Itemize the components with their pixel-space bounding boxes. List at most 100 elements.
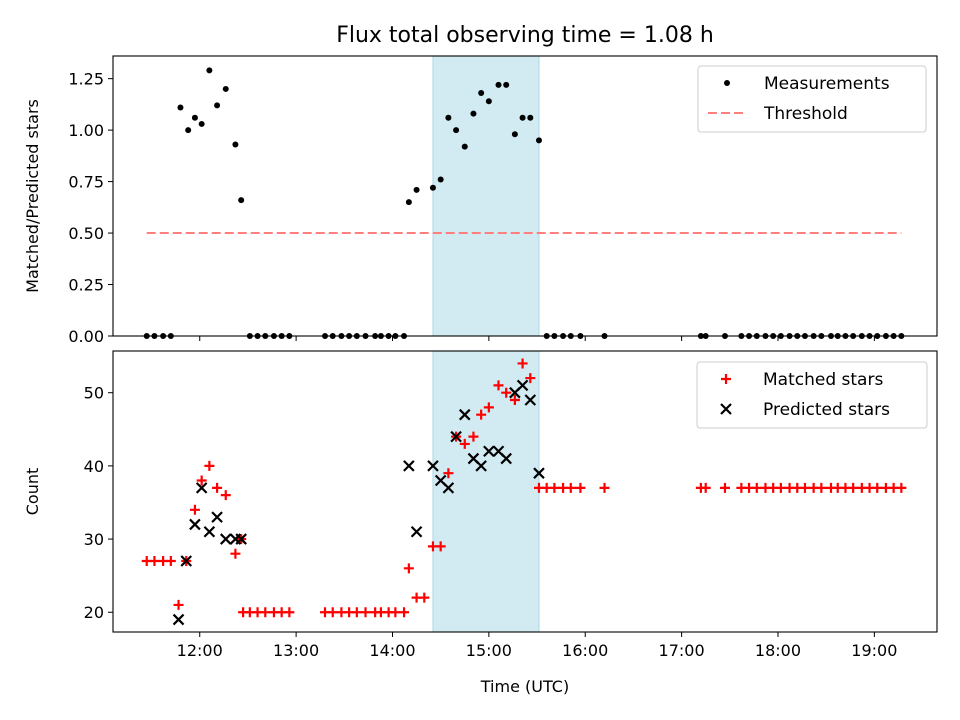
predicted-point [483,445,495,458]
predicted-point [442,482,455,494]
matched-point [419,592,430,603]
legend-box [697,65,927,133]
matched-point [816,482,827,493]
measurement-point [198,120,205,127]
predicted-point [195,482,208,494]
legend-plus-swatch [721,374,731,384]
predicted-point [524,394,537,406]
matched-point [493,380,504,391]
predicted-point [475,460,487,472]
measurement-point [461,143,468,150]
matched-point [360,607,371,618]
matched-point [501,387,512,398]
matched-point [399,607,410,618]
matched-point [848,482,859,493]
series-matched-stars [141,358,907,618]
predicted-point [403,460,415,472]
legend-label: Predicted stars [763,400,890,420]
y-tick-label: 1.00 [68,121,104,140]
matched-point [476,409,487,420]
chart-title: Flux total observing time = 1.08 h [336,23,714,48]
measurement-point [485,98,492,105]
measurement-point [478,90,485,97]
predicted-point [450,430,462,443]
matched-point [575,482,586,493]
predicted-point [203,525,216,538]
measurement-point [413,186,420,193]
matched-point [517,358,528,369]
matched-point [149,556,160,567]
predicted-point [516,379,529,392]
y-axis-label: Matched/Predicted stars [23,99,42,293]
matched-point [204,460,215,471]
y-tick-label: 0.00 [68,327,104,346]
matched-point [468,431,479,442]
measurement-point [222,85,229,92]
measurement-point [429,184,436,191]
legend-dot-swatch [724,80,730,86]
predicted-point [458,408,471,421]
measurement-point [453,127,460,134]
matched-point [165,556,176,567]
legend-label: Measurements [764,74,890,94]
measurement-point [214,102,221,109]
matched-point [751,482,762,493]
measurement-point [495,81,502,88]
predicted-point [211,511,223,523]
measurement-point [232,141,239,148]
legend-label: Matched stars [763,370,883,390]
x-axis-label: Time (UTC) [480,677,569,696]
bottom-panel: 20 30 40 50 12:00 13:00 14:00 15:00 16:00 17:00 18… [23,350,938,696]
y-tick-label: 1.25 [68,70,104,89]
matched-point [220,490,231,501]
highlight-span [432,55,540,337]
legend-cross-swatch [720,403,732,415]
top-panel: 0.00 0.25 0.50 0.75 1.00 1.25 Matched/Predicte… [23,55,938,346]
matched-point [549,482,560,493]
legend: Matched stars Predicted stars [696,361,928,429]
x-tick-label: 16:00 [562,641,608,660]
highlight-span [432,350,540,633]
measurement-point [185,127,192,134]
matched-point [212,482,223,493]
measurement-point [511,131,518,138]
predicted-point [533,467,545,479]
matched-point [435,541,446,552]
y-tick-label: 0.25 [68,276,104,295]
matched-point [443,468,454,479]
axes-frame [112,350,938,633]
x-tick-label: 14:00 [369,641,415,660]
measurement-point [206,67,213,74]
measurement-point [445,114,452,121]
predicted-point [500,452,512,465]
matched-point [260,607,271,618]
predicted-point [235,533,247,545]
matched-point [230,548,241,559]
matched-point [459,438,470,449]
y-tick-label: 20 [84,603,104,622]
measurement-point [405,199,412,206]
matched-point [390,607,401,618]
y-tick-label: 30 [84,530,104,549]
legend-box [696,361,928,429]
matched-point [351,607,362,618]
axes-frame [112,55,938,337]
legend-label: Threshold [763,104,848,124]
measurement-point [527,114,534,121]
x-tick-label: 15:00 [466,641,512,660]
matched-point [700,482,711,493]
matched-point [896,482,907,493]
measurement-point [177,104,184,111]
measurement-point [535,137,542,144]
matched-point [599,482,610,493]
measurement-point [470,110,477,117]
predicted-point [410,525,423,538]
matched-point [565,482,576,493]
matched-point [775,482,786,493]
y-tick-label: 0.50 [68,224,104,243]
y-tick-label: 50 [84,384,104,403]
y-axis-label: Count [23,468,42,516]
matched-point [799,482,810,493]
x-tick-label: 12:00 [177,641,223,660]
